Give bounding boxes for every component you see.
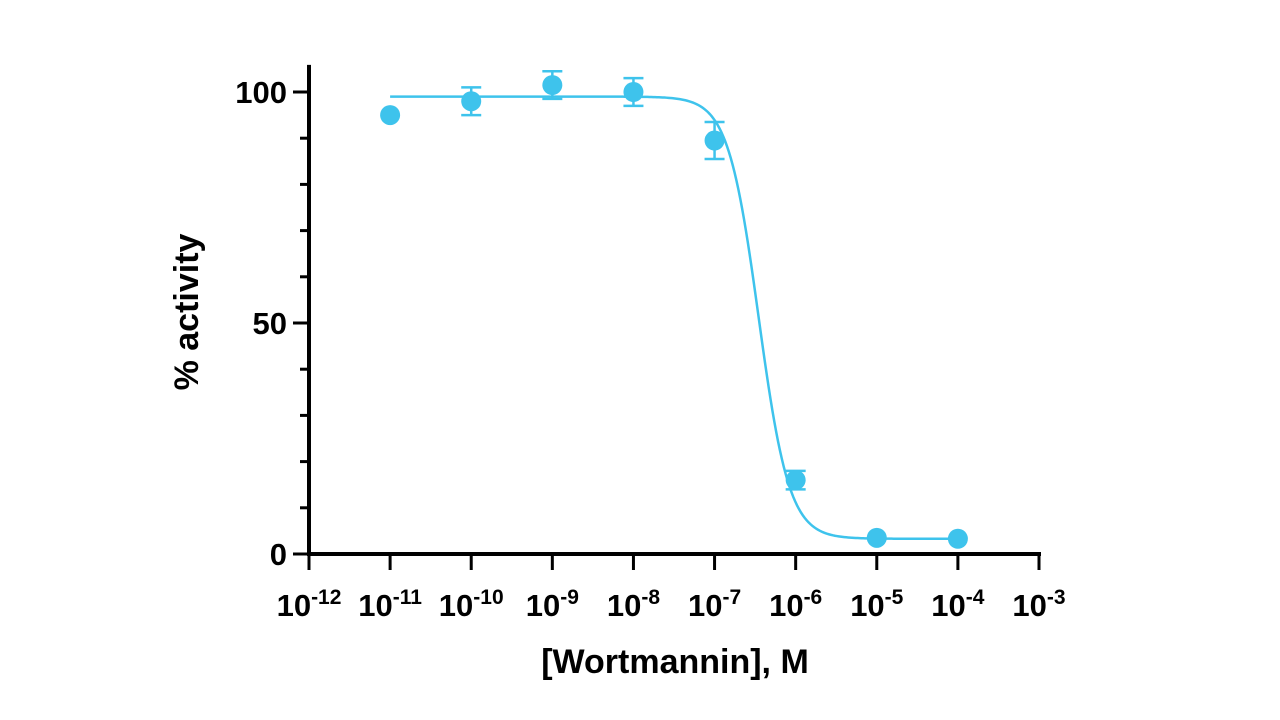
x-tick-base: 10: [769, 588, 803, 623]
fit-curve: [390, 95, 958, 540]
data-point: [461, 91, 482, 112]
x-tick-label: 10-7: [688, 586, 741, 623]
data-points-layer: [380, 69, 968, 549]
x-tick-label: 10-11: [358, 586, 422, 623]
x-tick-base: 10: [439, 588, 473, 623]
x-tick-label: 10-4: [931, 586, 984, 623]
data-point: [785, 470, 806, 491]
x-tick-exponent: -4: [966, 586, 985, 609]
fit-curve-layer: [390, 95, 958, 540]
y-axis: 0 50 100: [235, 64, 311, 572]
x-tick-exponent: -11: [393, 586, 423, 609]
x-tick-base: 10: [526, 588, 560, 623]
x-tick-label: 10-3: [1012, 586, 1065, 623]
x-tick-base: 10: [277, 588, 311, 623]
x-tick-exponent: -8: [641, 586, 660, 609]
x-tick-exponent: -10: [473, 586, 503, 609]
data-point: [380, 105, 401, 126]
y-tick-label: 0: [270, 537, 287, 572]
x-tick-base: 10: [1012, 588, 1046, 623]
y-tick-label: 50: [253, 306, 287, 341]
data-point: [947, 528, 968, 549]
x-tick-exponent: -6: [804, 586, 823, 609]
data-point: [704, 130, 725, 151]
data-point: [623, 82, 644, 102]
x-tick-label: 10-8: [607, 586, 660, 623]
y-axis-label: % activity: [168, 233, 206, 390]
x-tick-label: 10-10: [439, 586, 504, 623]
x-tick-base: 10: [931, 588, 965, 623]
x-tick-exponent: -12: [311, 586, 341, 609]
x-tick-base: 10: [688, 588, 722, 623]
x-axis: 10-12 10-11 10-10 10-9 10-8 10-7 10-6 10-5 10-4 1…: [277, 552, 1066, 623]
x-tick-base: 10: [607, 588, 641, 623]
x-tick-label: 10-9: [526, 586, 579, 623]
x-axis-label: [Wortmannin], M: [541, 643, 809, 681]
x-tick-base: 10: [850, 588, 884, 623]
x-tick-label: 10-12: [277, 586, 342, 623]
x-tick-exponent: -9: [560, 586, 579, 609]
data-point: [866, 527, 887, 548]
x-tick-exponent: -3: [1047, 586, 1066, 609]
x-tick-label: 10-6: [769, 586, 822, 623]
x-tick-exponent: -7: [722, 586, 741, 609]
x-tick-exponent: -5: [885, 586, 904, 609]
x-tick-base: 10: [358, 588, 392, 623]
y-tick-label: 100: [235, 75, 287, 110]
data-point: [542, 75, 563, 96]
x-tick-label: 10-5: [850, 586, 903, 623]
